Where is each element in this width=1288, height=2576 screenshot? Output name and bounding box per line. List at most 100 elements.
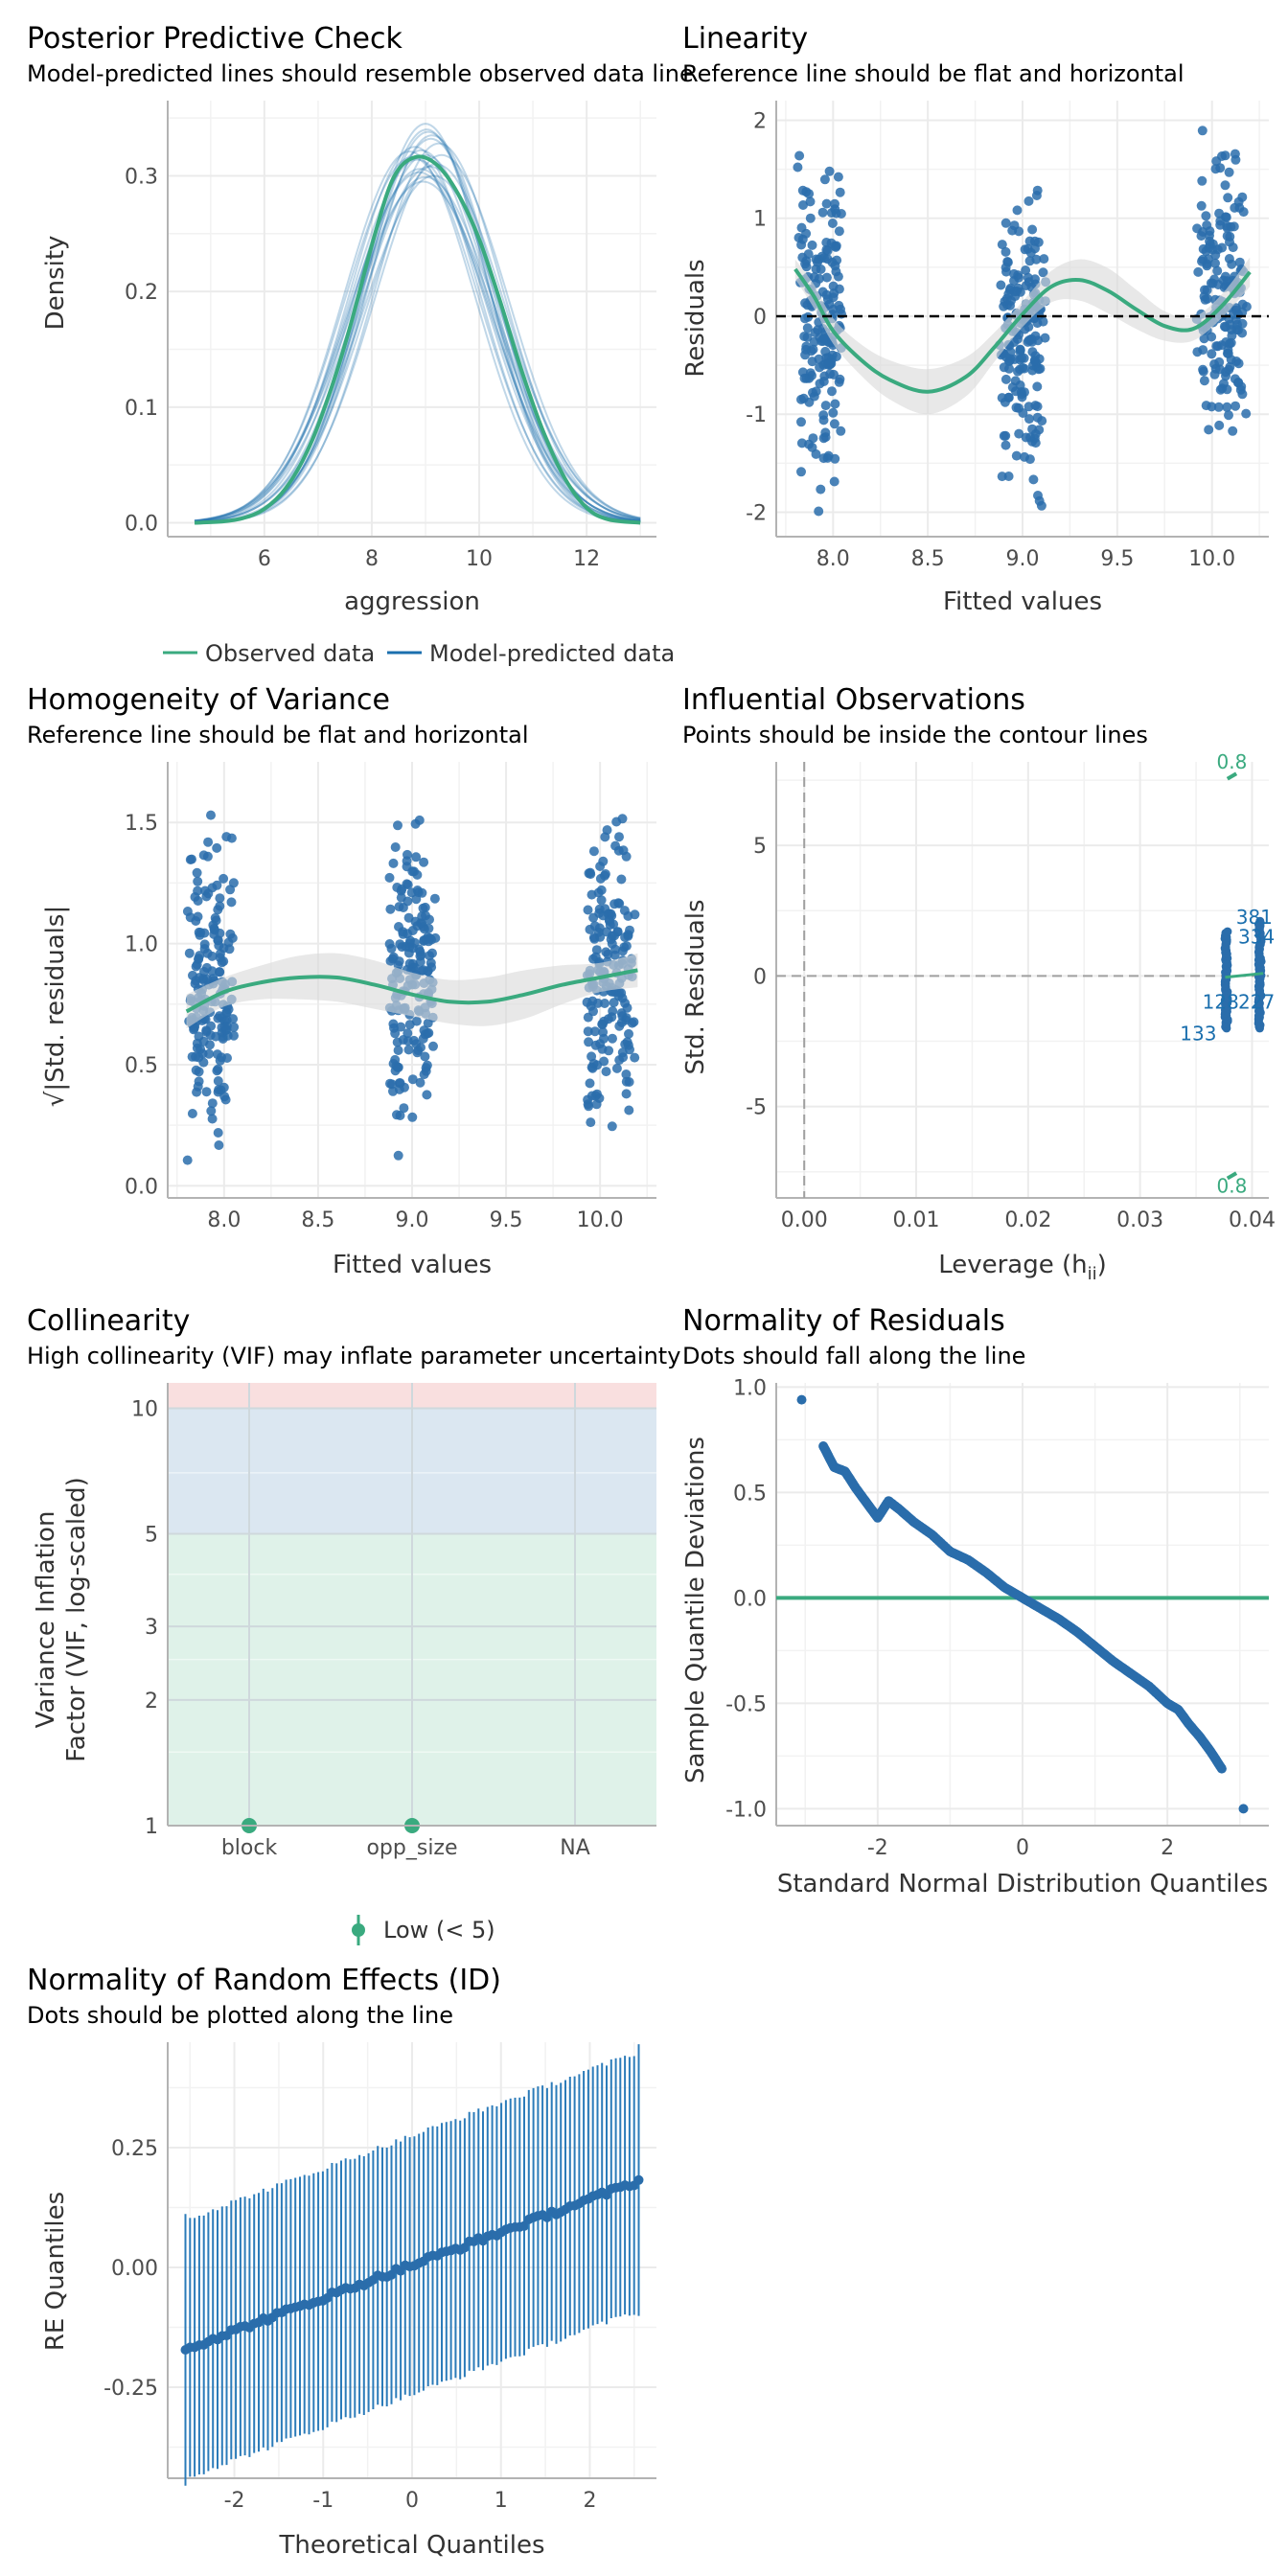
panel-collinearity: Collinearity High collinearity (VIF) may… <box>27 1304 680 1945</box>
homogeneity-point <box>201 1087 212 1097</box>
homogeneity-point <box>193 896 203 906</box>
ppc-predicted-line <box>194 153 641 523</box>
influential-contour-bottom <box>1226 1171 1238 1181</box>
homogeneity-point <box>202 974 213 984</box>
re-normality-x-tick-label: 1 <box>494 2489 508 2513</box>
linearity-point <box>1237 299 1248 310</box>
homogeneity-point <box>422 1060 432 1070</box>
homogeneity-point <box>629 1017 639 1027</box>
linearity-point <box>1214 208 1225 218</box>
legend-predicted-label: Model-predicted data <box>429 640 675 667</box>
linearity-point <box>1000 263 1011 273</box>
homogeneity-point <box>208 920 218 931</box>
linearity-point <box>806 346 816 356</box>
ppc-plot-area: 6 8 10 12 0.0 0.1 0.2 0.3 <box>125 101 656 571</box>
linearity-y-label: Residuals <box>681 259 710 377</box>
influential-title: Influential Observations <box>682 683 1025 717</box>
homogeneity-point <box>214 1140 224 1150</box>
homogeneity-point <box>193 876 203 886</box>
linearity-point <box>1229 309 1239 319</box>
influential-x-label: Leverage (hii) <box>938 1251 1107 1284</box>
homogeneity-point <box>428 1041 438 1051</box>
linearity-point <box>1199 334 1209 344</box>
linearity-point <box>1220 180 1230 191</box>
homogeneity-point <box>601 1067 611 1077</box>
homogeneity-point <box>213 1087 223 1097</box>
linearity-point <box>824 166 835 176</box>
homogeneity-point <box>614 1055 625 1066</box>
linearity-point <box>1027 365 1038 376</box>
homogeneity-y-tick-label: 0.5 <box>125 1054 158 1078</box>
linearity-point <box>1230 202 1240 213</box>
homogeneity-point <box>586 1051 597 1062</box>
homogeneity-point <box>192 867 202 878</box>
linearity-point <box>1192 347 1203 357</box>
linearity-point <box>1000 374 1011 384</box>
homogeneity-point <box>201 891 212 902</box>
homogeneity-y-tick-label: 1.5 <box>125 812 158 836</box>
linearity-point <box>1023 272 1033 283</box>
linearity-point <box>997 393 1007 403</box>
homogeneity-point <box>427 948 437 958</box>
homogeneity-point <box>207 1098 218 1109</box>
re-normality-point <box>633 2174 644 2185</box>
linearity-point <box>802 323 813 334</box>
homogeneity-point <box>395 939 405 950</box>
homogeneity-point <box>601 947 611 957</box>
homogeneity-point <box>215 893 225 904</box>
homogeneity-subtitle: Reference line should be flat and horizo… <box>27 722 529 748</box>
homogeneity-point <box>199 928 210 938</box>
homogeneity-x-tick-label: 9.5 <box>490 1208 523 1232</box>
homogeneity-point <box>604 1046 614 1056</box>
homogeneity-point <box>388 858 399 868</box>
influential-point-label: 381 <box>1236 906 1273 929</box>
linearity-point <box>1207 349 1217 359</box>
normality-point <box>1216 1763 1227 1774</box>
linearity-point <box>1031 254 1042 264</box>
ppc-y-tick-label: 0.1 <box>125 397 158 421</box>
ppc-predicted-line <box>194 146 641 523</box>
homogeneity-point <box>407 1074 418 1085</box>
linearity-point <box>1222 222 1232 233</box>
ppc-predicted-line <box>194 128 641 524</box>
collinearity-y-tick-label: 5 <box>145 1524 158 1548</box>
linearity-point <box>1212 265 1223 276</box>
linearity-point <box>1237 389 1248 400</box>
re-normality-y-tick-label: -0.25 <box>104 2377 158 2401</box>
homogeneity-point <box>203 837 214 847</box>
homogeneity-point <box>388 1086 398 1096</box>
linearity-point <box>1207 402 1217 412</box>
ppc-legend: Observed data Model-predicted data <box>163 640 675 667</box>
homogeneity-x-label: Fitted values <box>333 1251 492 1279</box>
homogeneity-point <box>589 1026 600 1037</box>
homogeneity-point <box>217 1052 226 1063</box>
homogeneity-point <box>411 852 422 862</box>
re-normality-x-tick-label: 0 <box>405 2489 419 2513</box>
homogeneity-point <box>596 895 607 906</box>
homogeneity-point <box>194 954 204 964</box>
linearity-point <box>1011 450 1022 461</box>
homogeneity-point <box>415 1077 426 1088</box>
homogeneity-point <box>399 1103 409 1114</box>
homogeneity-point <box>396 892 406 903</box>
ppc-y-tick-label: 0.2 <box>125 281 158 305</box>
homogeneity-point <box>621 1076 632 1087</box>
linearity-point <box>1217 242 1228 253</box>
homogeneity-point <box>413 887 424 898</box>
linearity-point <box>1009 287 1020 297</box>
linearity-y-tick-label: -1 <box>746 403 767 427</box>
linearity-y-tick-label: 2 <box>753 109 767 133</box>
homogeneity-title: Homogeneity of Variance <box>27 683 390 717</box>
homogeneity-point <box>602 927 612 937</box>
linearity-point <box>1221 367 1230 378</box>
linearity-point <box>818 334 829 344</box>
homogeneity-point <box>599 1056 610 1067</box>
panel-normality: Normality of Residuals Dots should fall … <box>681 1304 1269 1898</box>
influential-y-tick-label: 0 <box>753 965 767 989</box>
linearity-y-tick-label: -2 <box>746 501 767 525</box>
linearity-point <box>798 393 809 403</box>
linearity-point <box>818 377 829 386</box>
collinearity-y-label-line2: Factor (VIF, log-scaled) <box>62 1477 91 1762</box>
homogeneity-point <box>588 1006 598 1017</box>
